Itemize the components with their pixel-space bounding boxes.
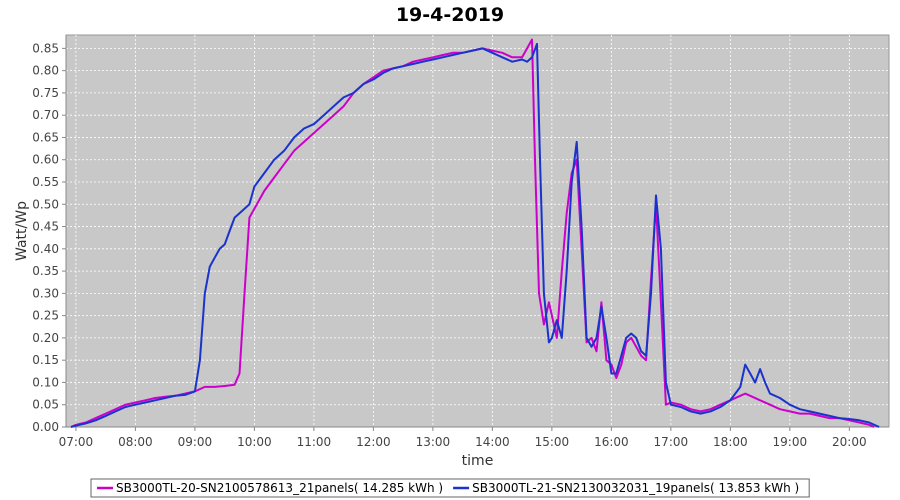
y-tick-label: 0.80 [32, 64, 59, 78]
y-tick-label: 0.30 [32, 286, 59, 300]
x-tick-label: 12:00 [356, 435, 391, 449]
x-axis-ticks: 07:00 08:00 09:00 10:00 11:00 12:00 13:00 14:00… [59, 427, 867, 449]
y-tick-label: 0.25 [32, 309, 59, 323]
x-tick-label: 16:00 [594, 435, 629, 449]
x-tick-label: 10:00 [237, 435, 272, 449]
y-axis-ticks: 0.00 0.05 0.10 0.15 0.20 0.25 0.30 0.35 0.40 0.45… [32, 41, 66, 434]
x-axis-label: time [462, 453, 494, 469]
x-tick-label: 11:00 [297, 435, 332, 449]
y-tick-label: 0.40 [32, 242, 59, 256]
y-tick-label: 0.70 [32, 108, 59, 122]
y-tick-label: 0.35 [32, 264, 59, 278]
legend-box [90, 478, 810, 498]
y-axis-label: Watt/Wp [14, 201, 30, 261]
y-tick-label: 0.20 [32, 331, 59, 345]
legend: SB3000TL-20-SN2100578613_21panels( 14.28… [90, 478, 810, 498]
y-tick-label: 0.00 [32, 420, 59, 434]
x-tick-label: 18:00 [713, 435, 748, 449]
y-tick-label: 0.65 [32, 130, 59, 144]
x-tick-label: 15:00 [535, 435, 570, 449]
y-tick-label: 0.05 [32, 398, 59, 412]
y-tick-label: 0.15 [32, 353, 59, 367]
x-tick-label: 07:00 [59, 435, 94, 449]
y-tick-label: 0.10 [32, 375, 59, 389]
series-line-2 [70, 42, 880, 428]
x-tick-label: 17:00 [654, 435, 689, 449]
y-tick-label: 0.60 [32, 153, 59, 167]
y-tick-label: 0.85 [32, 41, 59, 55]
x-tick-label: 19:00 [773, 435, 808, 449]
y-tick-label: 0.75 [32, 86, 59, 100]
series-layer [70, 38, 880, 428]
x-tick-label: 20:00 [832, 435, 867, 449]
x-tick-label: 13:00 [416, 435, 451, 449]
chart-title: 19-4-2019 [396, 4, 504, 26]
series-line-1 [70, 38, 875, 428]
axes [65, 35, 889, 428]
y-tick-label: 0.50 [32, 197, 59, 211]
x-tick-label: 14:00 [475, 435, 510, 449]
y-tick-label: 0.45 [32, 220, 59, 234]
legend-label-2: SB3000TL-21-SN2130032031_19panels( 13.85… [472, 481, 799, 495]
y-tick-label: 0.55 [32, 175, 59, 189]
x-tick-label: 08:00 [118, 435, 153, 449]
plot-area [65, 34, 890, 428]
legend-label-1: SB3000TL-20-SN2100578613_21panels( 14.28… [116, 481, 443, 495]
x-tick-label: 09:00 [178, 435, 213, 449]
